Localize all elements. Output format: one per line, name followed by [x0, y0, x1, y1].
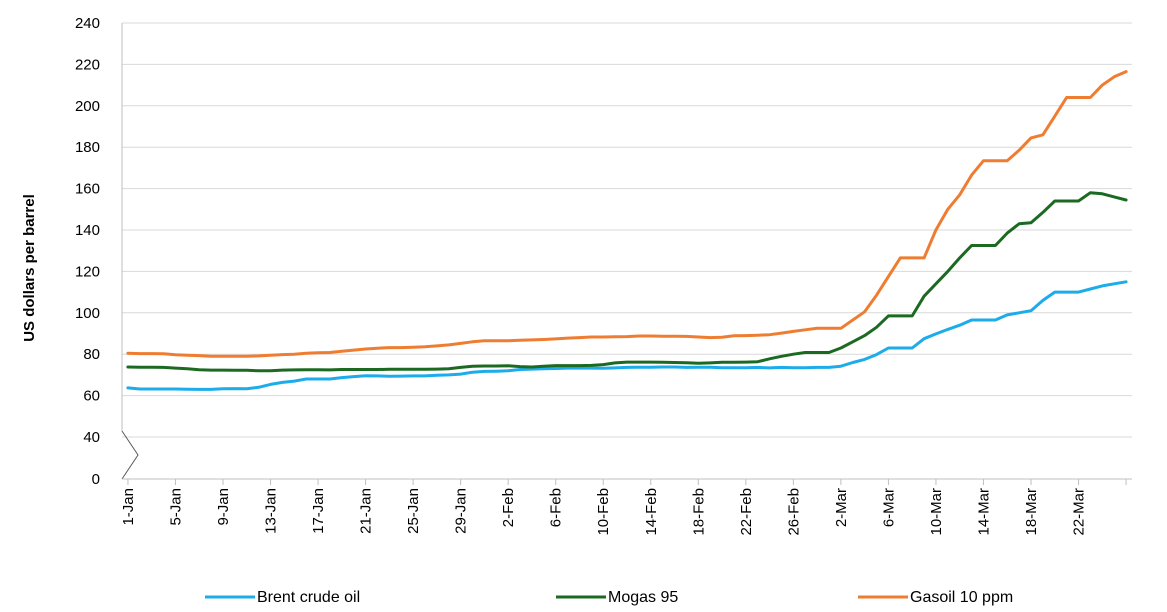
y-tick-label: 180 [75, 139, 100, 156]
x-tick-label: 29-Jan [453, 488, 470, 534]
x-tick-label: 5-Jan [167, 488, 184, 526]
x-tick-label: 2-Mar [833, 488, 850, 527]
x-tick-label: 13-Jan [263, 488, 280, 534]
y-axis-break [121, 430, 139, 480]
y-axis-title: US dollars per barrel [21, 194, 38, 342]
legend-label-gasoil-10-ppm: Gasoil 10 ppm [910, 589, 1013, 606]
y-tick-label: 40 [83, 429, 100, 446]
series-line-gasoil-10-ppm [126, 70, 1128, 358]
y-tick-label: 80 [83, 346, 100, 363]
y-tick-label: 120 [75, 263, 100, 280]
gridlines [122, 22, 1132, 438]
x-tick-label: 18-Feb [690, 488, 707, 536]
x-tick-label: 6-Mar [880, 488, 897, 527]
y-tick-label: 160 [75, 181, 100, 198]
x-tick-label: 10-Mar [928, 488, 945, 536]
x-axis: 1-Jan 5-Jan 9-Jan 13-Jan 17-Jan 21-Jan 25-Jan 2… [120, 479, 1127, 536]
y-tick-label: 200 [75, 98, 100, 115]
y-tick-label: 60 [83, 388, 100, 405]
x-tick-label: 22-Feb [738, 488, 755, 536]
x-tick-label: 21-Jan [358, 488, 375, 534]
series-line-mogas-95 [126, 191, 1128, 373]
y-tick-label: 100 [75, 305, 100, 322]
x-tick-label: 18-Mar [1023, 488, 1040, 536]
x-tick-label: 10-Feb [595, 488, 612, 536]
x-tick-label: 26-Feb [785, 488, 802, 536]
y-axis: 0 40 60 80 100 120 140 160 180 200 220 240 [75, 15, 1132, 488]
x-tick-label: 22-Mar [1071, 488, 1088, 536]
series-lines [126, 70, 1128, 391]
legend-label-mogas-95: Mogas 95 [608, 589, 678, 606]
x-tick-label: 14-Mar [975, 488, 992, 536]
legend-label-brent-crude-oil: Brent crude oil [257, 589, 360, 606]
x-tick-label: 25-Jan [405, 488, 422, 534]
x-tick-label: 6-Feb [548, 488, 565, 527]
x-tick-label: 17-Jan [310, 488, 327, 534]
x-tick-label: 14-Feb [643, 488, 660, 536]
x-tick-label: 2-Feb [500, 488, 517, 527]
x-tick-label: 1-Jan [120, 488, 137, 526]
series-line-brent-crude-oil [126, 280, 1128, 391]
y-tick-label: 220 [75, 56, 100, 73]
x-tick-label: 9-Jan [215, 488, 232, 526]
legend: Brent crude oil Mogas 95 Gasoil 10 ppm [205, 589, 1013, 606]
y-tick-label: 240 [75, 15, 100, 32]
y-tick-label: 140 [75, 222, 100, 239]
y-tick-label: 0 [92, 471, 100, 488]
